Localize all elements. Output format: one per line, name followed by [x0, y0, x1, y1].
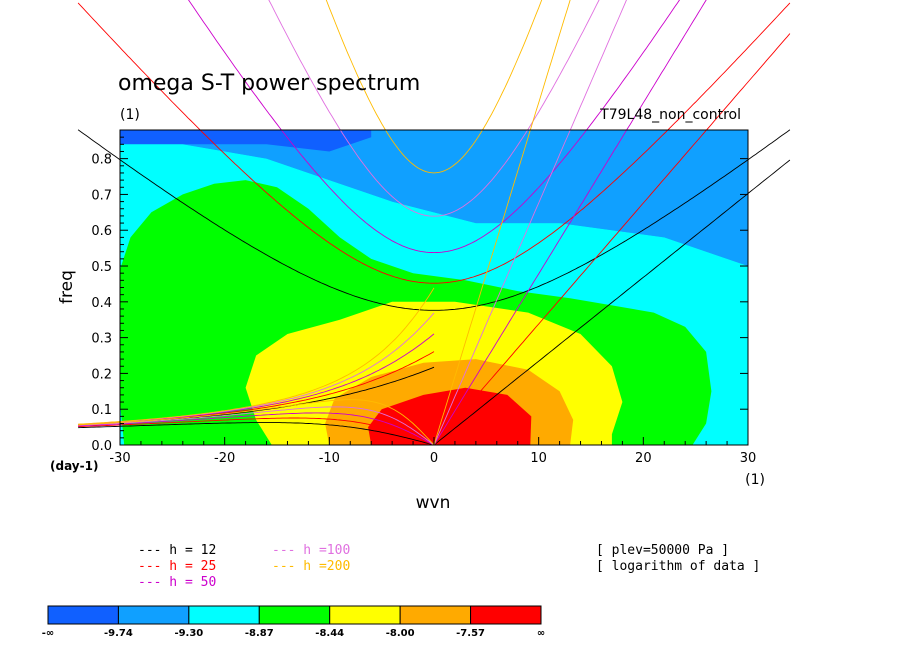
x-tick-label: -20	[214, 451, 235, 466]
x-unit-label: (1)	[745, 472, 765, 488]
colorbar-swatch	[188, 605, 260, 625]
y-tick-label: 0.5	[91, 260, 112, 275]
legend-entry-h12: --- h = 12	[138, 543, 216, 558]
colorbar-swatch	[117, 605, 190, 625]
plev-annotation: [ plev=50000 Pa ]	[596, 543, 729, 558]
y-tick-label: 0.6	[91, 224, 112, 239]
x-tick-label: -10	[319, 451, 340, 466]
ig-curve-h100	[268, 0, 600, 217]
colorbar: -∞ -9.74 -9.30 -8.87 -8.44 -8.00 -7.57 ∞	[42, 605, 545, 639]
x-tick-label: 0	[430, 451, 438, 466]
colorbar-label: ∞	[537, 628, 545, 639]
kelvin-curve-h200	[433, 0, 571, 446]
colorbar-label: -8.44	[315, 628, 344, 639]
rossby-curve-h50	[78, 412, 435, 446]
experiment-label: T79L48_non_control	[599, 107, 741, 123]
kelvin-curve-h50	[433, 0, 707, 446]
y-tick-label: 0.1	[91, 403, 112, 418]
rossby-curve-h25	[78, 417, 435, 446]
x-axis-ticks: -30 -20 -10 0 10 20 30	[109, 437, 756, 466]
y-axis-label: freq	[57, 270, 77, 304]
x-tick-label: 10	[530, 451, 547, 466]
kelvin-curve-h100	[433, 0, 627, 446]
colorbar-label: -∞	[42, 628, 54, 639]
chart-title: omega S-T power spectrum	[118, 71, 420, 96]
colorbar-swatch	[329, 605, 401, 625]
y-axis-ticks: 0.0 0.1 0.2 0.3 0.4 0.5 0.6 0.7 0.8	[91, 129, 748, 454]
ig-curve-h25	[77, 2, 791, 284]
ig-curve-h12	[77, 129, 791, 311]
legend-entry-h100: --- h =100	[272, 543, 350, 558]
y-tick-label: 0.3	[91, 332, 112, 347]
region-level-6	[368, 387, 532, 445]
chart-subtitle: (1)	[120, 107, 140, 123]
y-unit-label: (day-1)	[50, 459, 98, 473]
colorbar-swatch	[399, 605, 472, 625]
x-tick-label: 20	[635, 451, 652, 466]
legend-entry-h50: --- h = 50	[138, 575, 216, 590]
colorbar-label: -7.57	[456, 628, 485, 639]
ig-curve-h200	[325, 0, 543, 174]
rossby-curve-h100	[78, 406, 435, 446]
colorbar-label: -9.30	[174, 628, 203, 639]
kelvin-curve-h25	[433, 33, 791, 446]
x-axis-label: wvn	[416, 493, 451, 513]
dispersion-curves	[77, 0, 791, 446]
ig-curve-h50	[188, 0, 681, 254]
region-level-1	[120, 130, 748, 266]
legend-entry-h200: --- h =200	[272, 559, 350, 574]
colorbar-swatch	[258, 605, 331, 625]
x-tick-label: 30	[740, 451, 757, 466]
y-tick-label: 0.4	[91, 296, 112, 311]
y-tick-label: 0.0	[91, 439, 112, 454]
kelvin-curve-h12	[433, 159, 791, 446]
rossby-curve-h200	[78, 399, 435, 446]
legend-entry-h25: --- h = 25	[138, 559, 216, 574]
colorbar-swatch	[47, 605, 119, 625]
legend: --- h = 12--- h = 25--- h = 50 --- h =100…	[138, 543, 350, 590]
logarithm-annotation: [ logarithm of data ]	[596, 559, 760, 574]
colorbar-swatch	[470, 605, 542, 625]
rossby-curve-h12	[78, 422, 435, 446]
contour-fills	[120, 130, 748, 445]
colorbar-label: -8.87	[245, 628, 274, 639]
y-tick-label: 0.2	[91, 367, 112, 382]
mrg-curve-h200	[78, 287, 435, 425]
colorbar-label: -8.00	[386, 628, 415, 639]
colorbar-label: -9.74	[104, 628, 133, 639]
y-tick-label: 0.8	[91, 153, 112, 168]
y-tick-label: 0.7	[91, 188, 112, 203]
x-tick-label: -30	[109, 451, 130, 466]
